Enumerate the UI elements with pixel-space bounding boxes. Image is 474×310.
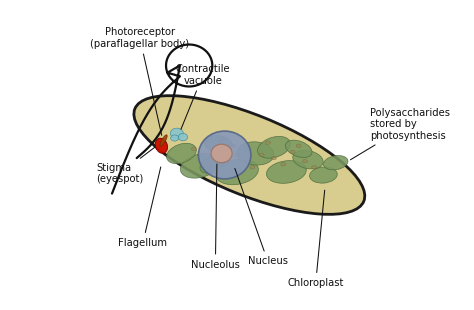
Ellipse shape xyxy=(310,167,337,183)
Ellipse shape xyxy=(178,133,188,141)
Text: Nucleolus: Nucleolus xyxy=(191,164,240,270)
Ellipse shape xyxy=(257,136,291,158)
Ellipse shape xyxy=(235,153,239,157)
Text: Photoreceptor
(paraflagellar body): Photoreceptor (paraflagellar body) xyxy=(90,27,189,135)
Text: Flagellum: Flagellum xyxy=(118,167,167,248)
Ellipse shape xyxy=(191,147,196,151)
Ellipse shape xyxy=(216,159,258,185)
Ellipse shape xyxy=(207,166,212,169)
Ellipse shape xyxy=(166,143,196,164)
Ellipse shape xyxy=(296,144,301,148)
Ellipse shape xyxy=(231,144,237,148)
Ellipse shape xyxy=(259,153,264,157)
Ellipse shape xyxy=(244,144,249,148)
Ellipse shape xyxy=(250,166,255,169)
Ellipse shape xyxy=(198,153,202,157)
Ellipse shape xyxy=(155,138,167,153)
Text: Nucleus: Nucleus xyxy=(235,168,288,267)
Ellipse shape xyxy=(160,135,167,146)
Text: Chloroplast: Chloroplast xyxy=(288,190,344,288)
Ellipse shape xyxy=(200,155,225,173)
Ellipse shape xyxy=(265,141,270,144)
Ellipse shape xyxy=(302,159,307,163)
Text: Polysaccharides
stored by
photosynthesis: Polysaccharides stored by photosynthesis xyxy=(350,108,450,160)
Ellipse shape xyxy=(312,166,317,169)
Ellipse shape xyxy=(170,128,183,139)
Ellipse shape xyxy=(171,135,179,141)
Ellipse shape xyxy=(219,138,224,141)
Ellipse shape xyxy=(285,140,312,157)
Ellipse shape xyxy=(199,131,251,179)
Ellipse shape xyxy=(281,162,286,166)
Ellipse shape xyxy=(272,156,276,160)
Ellipse shape xyxy=(181,153,219,178)
Ellipse shape xyxy=(293,150,323,169)
Ellipse shape xyxy=(237,142,274,165)
Ellipse shape xyxy=(266,161,306,183)
Ellipse shape xyxy=(324,156,348,170)
Text: Stigma
(eyespot): Stigma (eyespot) xyxy=(97,148,155,184)
Ellipse shape xyxy=(211,144,232,163)
Ellipse shape xyxy=(205,135,232,153)
Ellipse shape xyxy=(290,150,295,154)
Ellipse shape xyxy=(134,96,365,214)
Text: Contractile
vacuole: Contractile vacuole xyxy=(176,64,230,129)
